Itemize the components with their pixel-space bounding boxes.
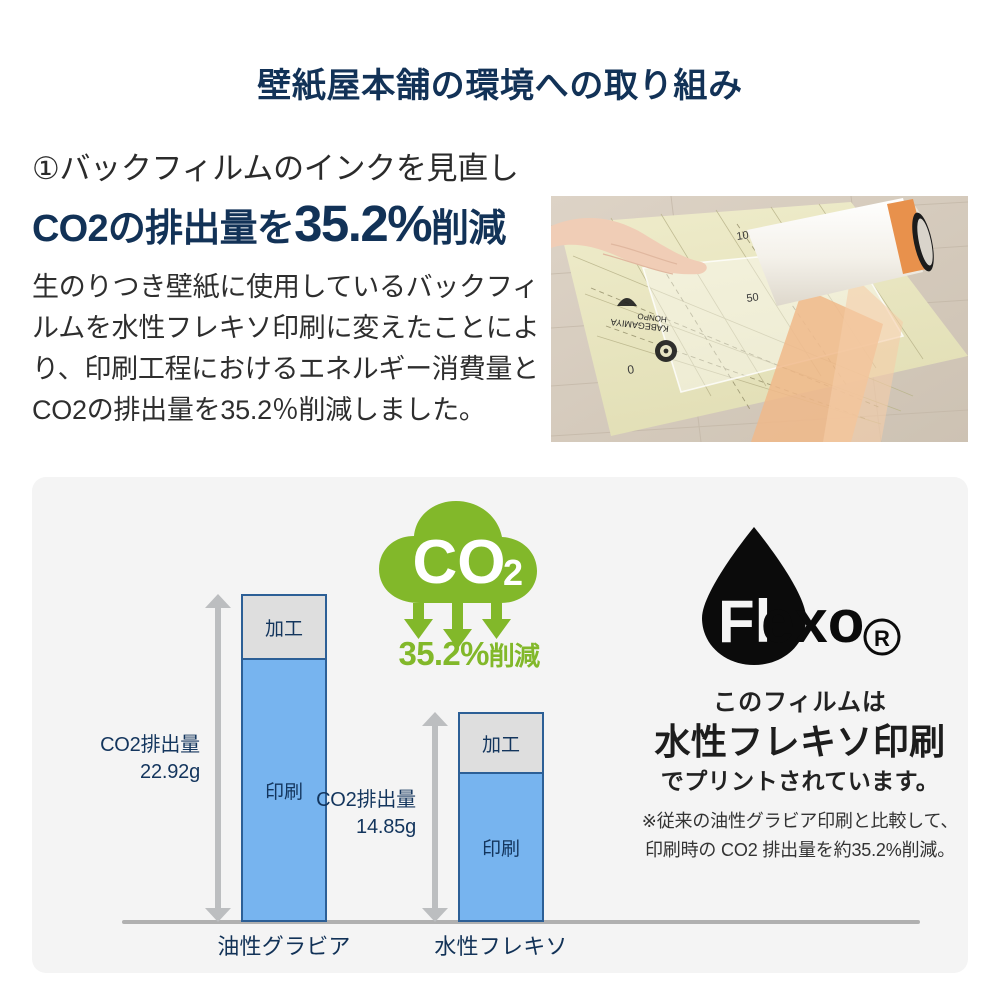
bar-gravure-segment-processing: 加工 [243,596,325,660]
page-title: 壁紙屋本舗の環境への取り組み [257,67,743,105]
flexo-note-line1: ※従来の油性グラビア印刷と比較して、 [641,811,959,831]
co2-cloud-badge: CO 2 [373,499,563,674]
measure-label-gravure-line1: CO2排出量 [100,734,200,756]
arrow-shaft [215,605,221,911]
category-label-gravure: 油性グラビア [217,934,351,959]
flexo-note: ※従来の油性グラビア印刷と比較して、 印刷時の CO2 排出量を約35.2%削減… [636,807,964,865]
reduction-suffix: 削減 [488,641,540,671]
measure-label-gravure-line2: 22.92g [140,761,200,783]
bar-gravure-segment-printing: 印刷 [243,660,325,920]
category-label-flexo: 水性フレキソ [434,934,568,959]
flexo-info-block: Fl exo R このフィルムは 水性フレキソ印刷 でプリントされています。 ※… [632,477,968,973]
flexo-line3: でプリントされています。 [660,768,940,794]
reduction-text: 35.2%削減 [353,635,585,673]
intro-lead: ①バックフィルムのインクを見直し [32,151,519,186]
measure-arrow-flexo [422,712,448,922]
arrow-head-up-icon [422,712,448,726]
flexo-logo-text-dark: exo [761,588,864,655]
arrow-head-down-icon [205,908,231,922]
svg-text:R: R [874,626,890,651]
arrow-head-down-icon [422,908,448,922]
flexo-droplet-icon: Fl exo R [702,527,901,665]
measure-arrow-gravure [205,594,231,922]
comparison-panel: CO2排出量 22.92g 加工 印刷 油性グラビア CO2排出量 14.85g [32,477,968,973]
cloud-co2-label: CO [413,528,506,597]
flexo-logo: Fl exo R [688,524,913,669]
measure-label-flexo-line1: CO2排出量 [316,789,416,811]
flexo-logo-text-light: Fl [718,588,771,655]
flexo-line2: 水性フレキソ印刷 [654,721,946,762]
flexo-line1: このフィルムは [713,689,887,716]
registered-mark-icon: R [863,618,901,656]
bar-gravure: 加工 印刷 [241,594,327,922]
arrow-head-up-icon [205,594,231,608]
co2-bar-chart: CO2排出量 22.92g 加工 印刷 油性グラビア CO2排出量 14.85g [32,477,920,973]
headline-value: 35.2% [294,194,432,252]
svg-text:HONPO: HONPO [637,311,667,324]
intro-block: ①バックフィルムのインクを見直し CO2の排出量を35.2%削減 生のりつき壁紙… [32,150,542,432]
measure-label-flexo: CO2排出量 14.85g [284,787,416,841]
bar-flexo-segment-printing: 印刷 [460,774,542,920]
bar-flexo: 加工 印刷 [458,712,544,922]
reduction-value: 35.2% [398,635,490,672]
measure-label-flexo-line2: 14.85g [356,816,416,838]
chart-baseline [122,920,920,924]
flexo-note-line2: 印刷時の CO2 排出量を約35.2%削減。 [644,840,956,861]
intro-body: 生のりつき壁紙に使用しているバックフィルムを水性フレキソ印刷に変えたことにより、… [32,272,540,426]
intro-headline: CO2の排出量を35.2%削減 [32,195,542,254]
svg-text:50: 50 [746,291,760,305]
headline-suffix: 削減 [431,207,506,250]
headline-prefix: CO2の排出量を [32,207,295,250]
arrow-shaft [432,723,438,911]
cloud-co2-subscript: 2 [503,552,523,593]
measure-label-gravure: CO2排出量 22.92g [72,732,200,786]
svg-text:0: 0 [626,362,635,377]
photo-illustration: KABEGAMIYA HONPO 100 50 50 0 [551,196,968,442]
wallpaper-photo: KABEGAMIYA HONPO 100 50 50 0 [551,196,968,442]
down-arrows-icon [404,603,511,649]
co2-cloud-icon: CO 2 [379,501,537,649]
bar-flexo-segment-processing: 加工 [460,714,542,774]
